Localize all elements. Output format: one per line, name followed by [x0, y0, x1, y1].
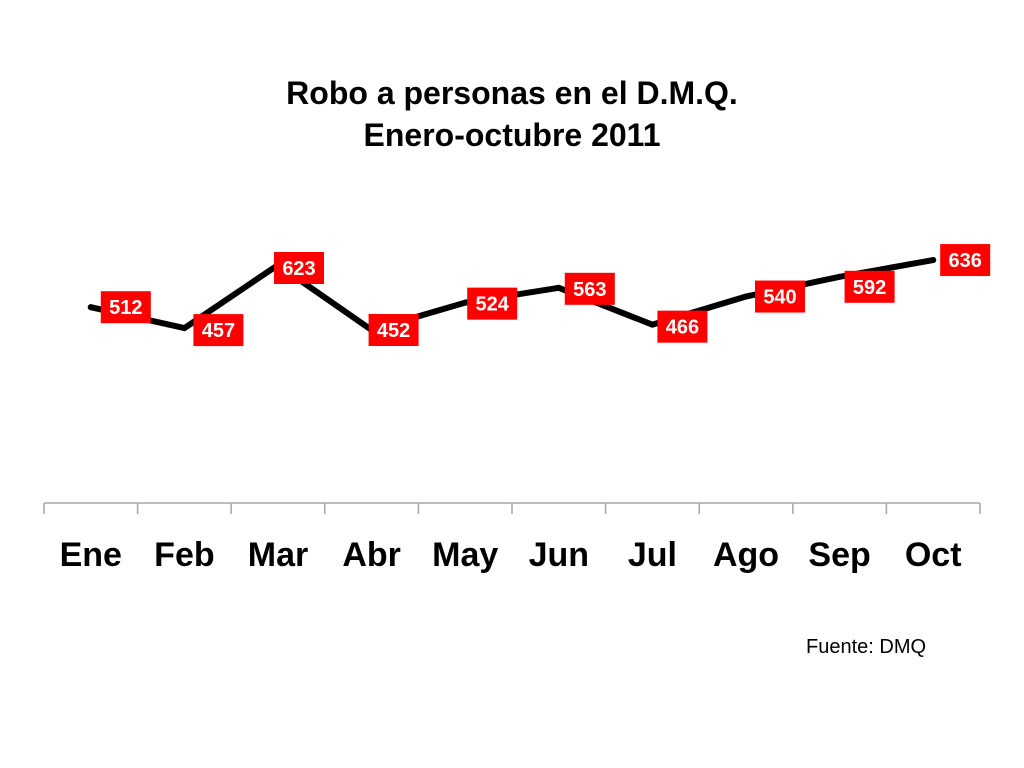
x-tick-label: Mar: [248, 536, 308, 574]
x-tick-label: Abr: [342, 536, 401, 574]
x-tick-label: Jun: [529, 536, 589, 574]
data-point: [743, 293, 749, 300]
data-label-box: [368, 314, 419, 346]
data-label: 466: [666, 317, 699, 339]
data-label-box: [467, 287, 518, 320]
x-tick-label: Jul: [628, 536, 677, 574]
data-point: [836, 273, 843, 280]
x-tick-label: Ene: [60, 536, 122, 574]
chart-title: Robo a personas en el D.M.Q.: [286, 75, 738, 111]
chart-title-block: Robo a personas en el D.M.Q. Enero-octub…: [0, 72, 1024, 156]
data-label: 524: [476, 294, 510, 316]
data-label-box: [100, 291, 151, 324]
data-label: 452: [377, 320, 410, 342]
data-label-box: [274, 252, 324, 284]
data-label: 540: [763, 287, 796, 309]
data-label-box: [657, 310, 708, 343]
x-tick-label: May: [432, 536, 498, 574]
data-label: 623: [282, 258, 315, 280]
data-label: 592: [853, 277, 886, 299]
data-label-box: [564, 272, 615, 305]
x-tick-label: Oct: [905, 536, 962, 574]
x-tick-label: Sep: [808, 536, 870, 574]
x-tick-label: Feb: [154, 536, 214, 574]
data-label-box: [940, 244, 991, 277]
data-point: [930, 257, 937, 264]
chart-subtitle: Enero-octubre 2011: [363, 117, 661, 153]
x-tick-label: Ago: [713, 536, 779, 574]
data-label: 457: [202, 320, 235, 342]
data-label-box: [755, 280, 805, 313]
data-point: [649, 321, 656, 328]
data-label-box: [193, 314, 244, 347]
data-point: [181, 325, 188, 332]
data-point: [555, 284, 562, 291]
data-point: [462, 299, 469, 306]
data-label: 636: [949, 250, 982, 272]
data-label: 563: [573, 279, 606, 301]
source-note: Fuente: DMQ: [806, 636, 927, 658]
data-label-box: [844, 270, 895, 303]
data-point: [87, 304, 94, 311]
data-label: 512: [109, 297, 142, 319]
